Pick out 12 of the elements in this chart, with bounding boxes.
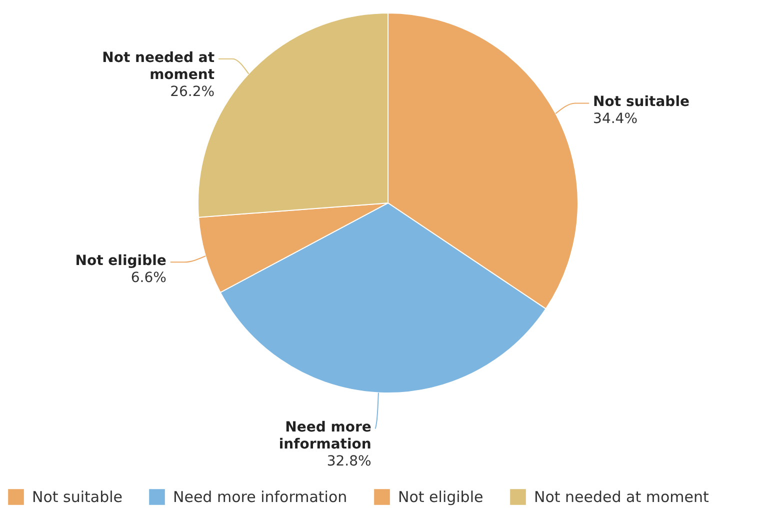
slice-label: Not suitable [593,94,690,110]
slice-label: Need more information [278,420,372,453]
data-label: 32.8% [326,454,372,470]
slice-label: Not needed at moment [102,50,215,83]
legend-label: Not eligible [398,488,484,506]
data-label: 6.6% [130,270,166,286]
slice-label: Not eligible [75,253,166,270]
legend-label: Not suitable [32,488,123,506]
legend-label: Need more information [173,488,348,506]
data-label: 26.2% [170,84,215,100]
data-label: 34.4% [593,111,638,128]
legend-label: Not needed at moment [534,488,710,506]
